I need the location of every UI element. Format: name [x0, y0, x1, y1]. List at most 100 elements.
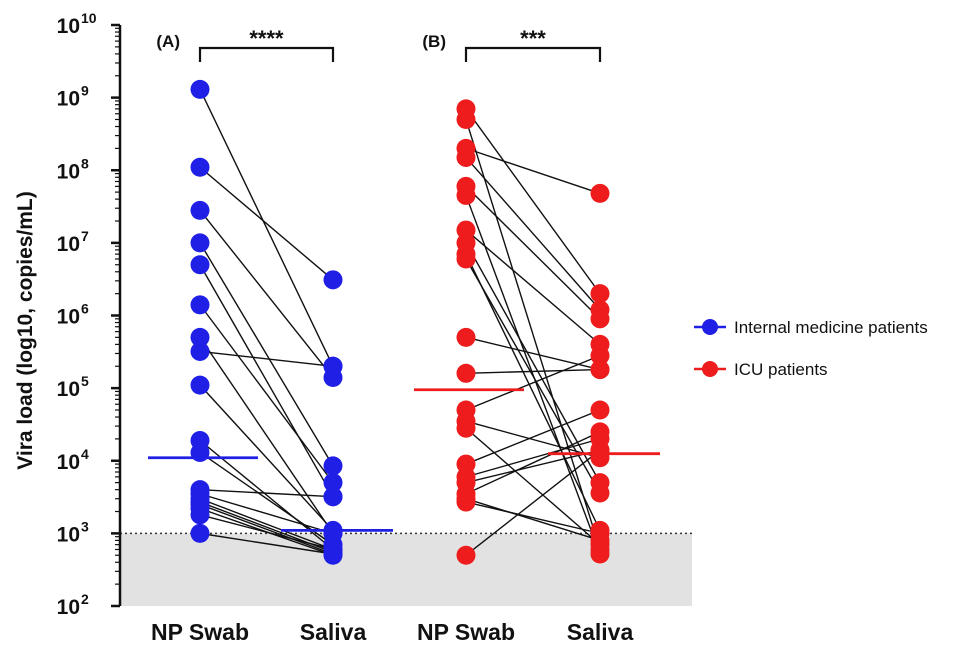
saliva-point	[590, 422, 610, 442]
pair-line	[199, 498, 334, 551]
pair-line	[199, 350, 334, 367]
np-swab-point	[190, 327, 210, 347]
np-swab-point	[190, 341, 210, 361]
saliva-point	[323, 523, 343, 543]
y-tick-exponent: 10	[81, 10, 97, 26]
saliva-point	[323, 473, 343, 493]
pair-line	[465, 147, 601, 195]
y-tick-exponent: 3	[81, 518, 89, 534]
legend-marker	[702, 361, 718, 377]
pair-line	[465, 368, 601, 375]
np-swab-point	[456, 418, 476, 438]
y-tick-label: 10	[57, 378, 80, 401]
y-tick-label: 10	[57, 306, 80, 329]
x-category-label: Saliva	[300, 619, 367, 645]
pair-line	[465, 420, 601, 459]
significance-label: ***	[520, 26, 546, 51]
y-tick-label: 10	[57, 88, 80, 111]
saliva-point	[323, 544, 343, 564]
np-swab-point	[190, 157, 210, 177]
significance-bracket	[198, 46, 335, 62]
pair-line	[465, 336, 601, 371]
legend: Internal medicine patients ICU patients	[694, 318, 928, 379]
pair-line	[465, 501, 601, 535]
y-tick-label: 10	[57, 233, 80, 256]
saliva-point	[323, 270, 343, 290]
pair-line	[199, 493, 334, 535]
y-tick-exponent: 4	[81, 446, 89, 462]
panel-label: (A)	[156, 32, 180, 51]
np-swab-point	[190, 505, 210, 525]
saliva-point	[590, 284, 610, 304]
significance-bracket	[464, 46, 602, 62]
pair-line	[199, 532, 334, 555]
saliva-point	[590, 523, 610, 543]
saliva-point	[590, 346, 610, 366]
pair-line	[199, 503, 334, 555]
legend-item: ICU patients	[694, 360, 828, 379]
pair-line	[199, 488, 334, 498]
saliva-point	[590, 440, 610, 460]
panel-b: *** (B)	[414, 26, 660, 565]
pair-line	[465, 409, 601, 465]
y-tick-exponent: 9	[81, 83, 89, 99]
np-swab-point	[456, 363, 476, 383]
saliva-point	[590, 183, 610, 203]
pair-line	[465, 449, 601, 484]
pair-line	[199, 209, 334, 378]
pair-line	[465, 427, 601, 546]
pair-line	[465, 438, 601, 478]
pair-line	[199, 89, 334, 367]
np-swab-point	[456, 492, 476, 512]
y-tick-exponent: 8	[81, 155, 89, 171]
y-axis-label: Vira load (log10, copies/mL)	[14, 191, 37, 470]
saliva-point	[590, 360, 610, 380]
y-tick-label: 10	[57, 15, 80, 38]
saliva-point	[590, 483, 610, 503]
pair-line	[465, 498, 601, 542]
pair-line	[465, 185, 601, 320]
pair-line	[465, 253, 601, 531]
significance-label: ****	[249, 26, 284, 51]
saliva-point	[590, 309, 610, 329]
pair-line	[465, 431, 601, 495]
x-category-label: Saliva	[567, 619, 634, 645]
np-swab-point	[456, 147, 476, 167]
y-tick-label: 10	[57, 523, 80, 546]
pair-line	[465, 119, 601, 550]
y-tick-label: 10	[57, 160, 80, 183]
saliva-point	[590, 400, 610, 420]
pair-line	[465, 229, 601, 345]
np-swab-point	[190, 375, 210, 395]
saliva-point	[323, 356, 343, 376]
legend-item: Internal medicine patients	[694, 318, 928, 337]
y-tick-exponent: 7	[81, 228, 89, 244]
pair-line	[199, 514, 334, 551]
pair-line	[465, 108, 601, 295]
panels-layer: **** (A) *** (B)	[148, 26, 660, 565]
pair-line	[199, 384, 334, 531]
np-swab-point	[190, 200, 210, 220]
np-swab-point	[456, 185, 476, 205]
y-tick-label: 10	[57, 596, 80, 619]
np-swab-point	[190, 233, 210, 253]
y-tick-exponent: 2	[81, 591, 89, 607]
legend-marker	[702, 319, 718, 335]
pair-line	[465, 355, 601, 411]
y-tick-label: 10	[57, 451, 80, 474]
np-swab-point	[190, 255, 210, 275]
pair-line	[465, 156, 601, 311]
panel-a: **** (A)	[148, 26, 393, 565]
pair-line	[199, 304, 334, 484]
legend-label: ICU patients	[734, 360, 828, 379]
pair-line	[199, 336, 334, 534]
pair-line	[199, 166, 334, 281]
np-swab-point	[456, 249, 476, 269]
np-swab-point	[456, 545, 476, 565]
x-category-label: NP Swab	[151, 619, 249, 645]
np-swab-point	[190, 79, 210, 99]
np-swab-point	[190, 295, 210, 315]
